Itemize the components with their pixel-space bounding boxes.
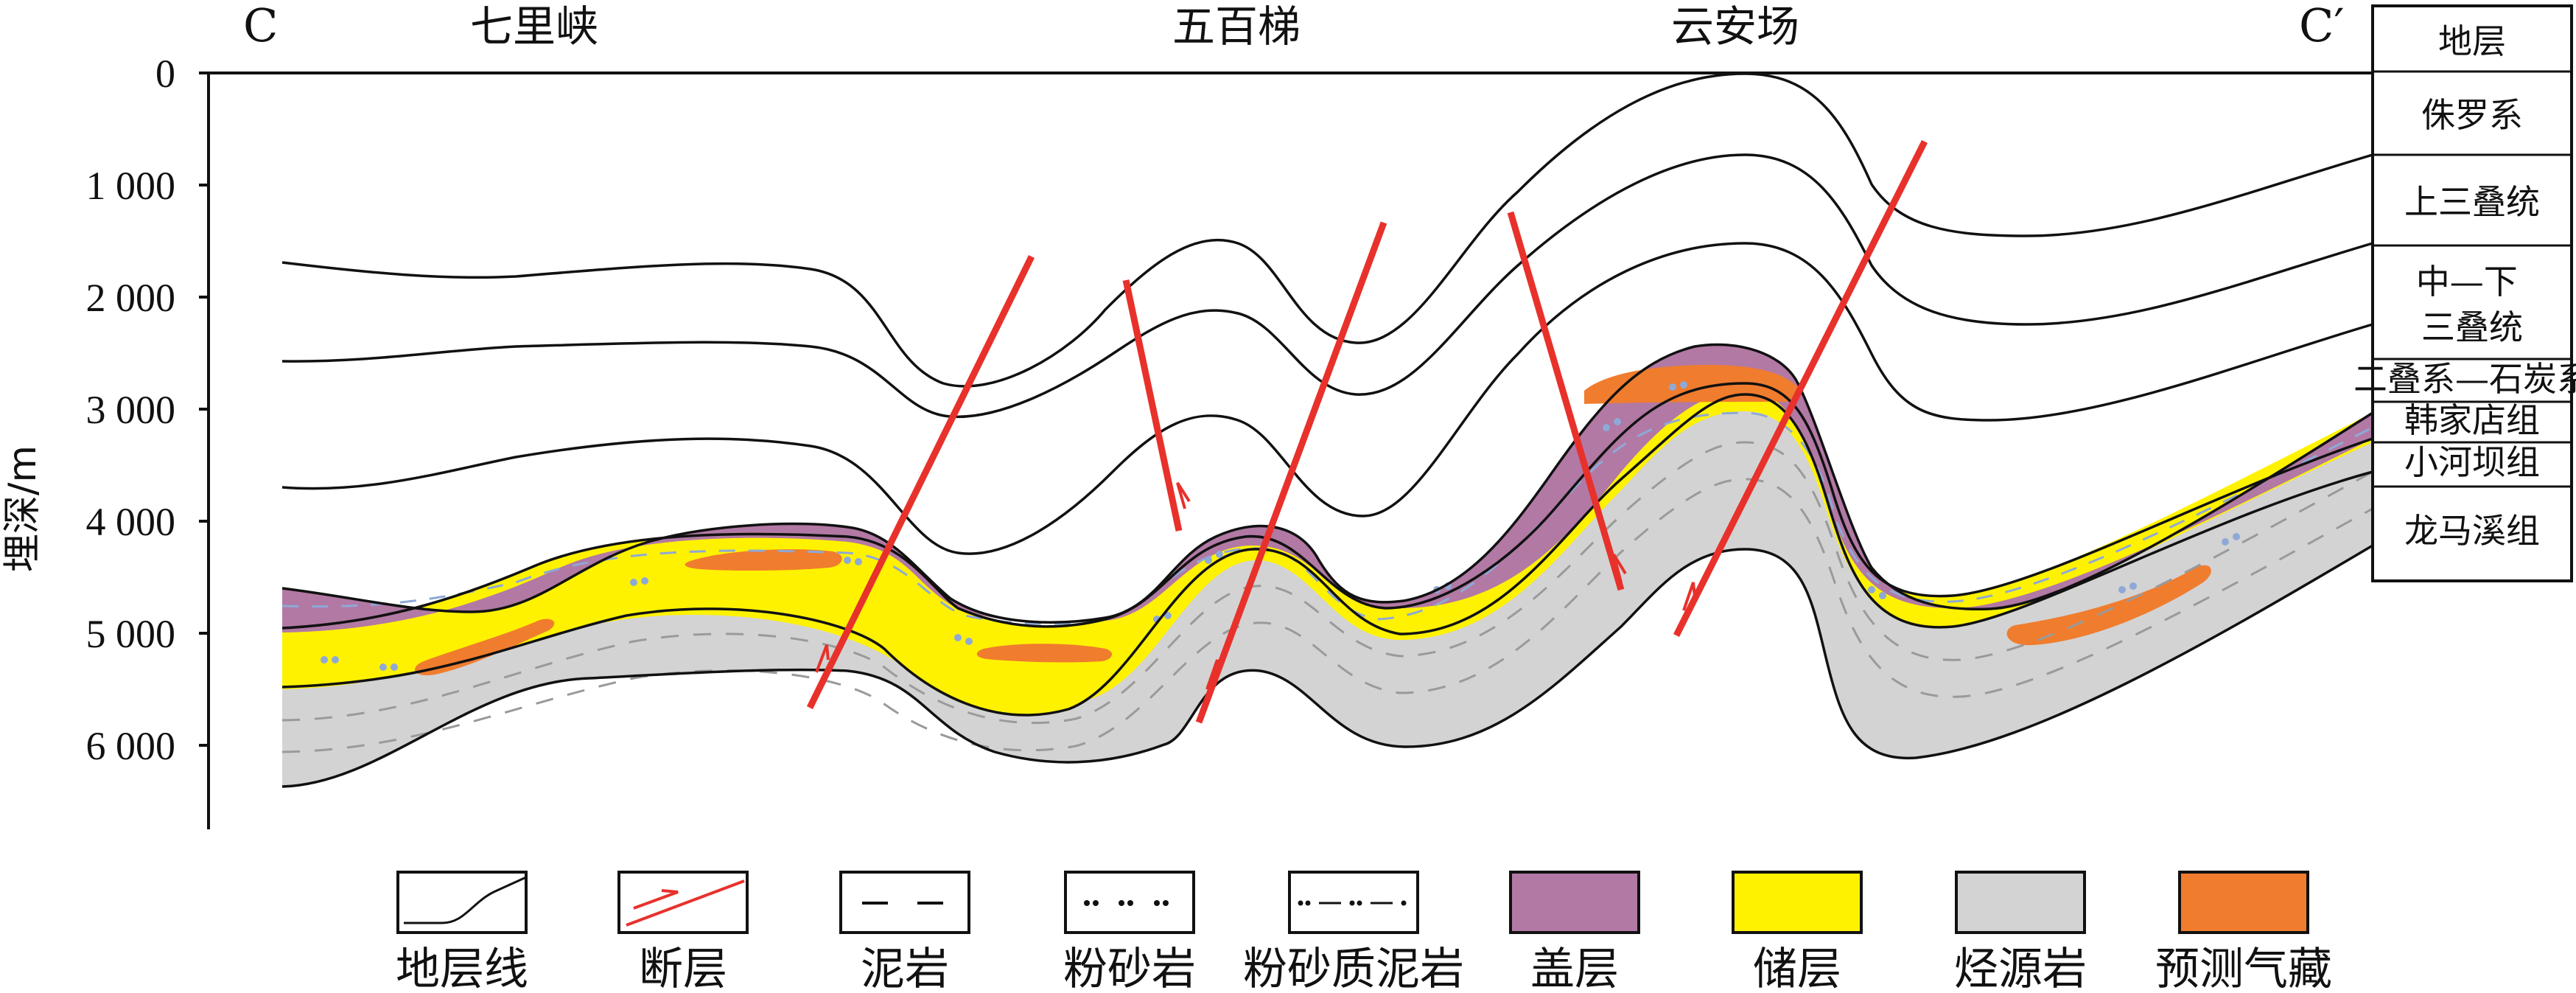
tick-label: 4 000 xyxy=(86,500,176,544)
depth-tick-labels: 0 1 000 2 000 3 000 4 000 5 000 6 000 xyxy=(86,52,176,768)
layer-outlines xyxy=(281,343,2373,788)
fault-line xyxy=(1122,279,1183,532)
place-name: 七里峡 xyxy=(470,1,598,52)
legend-label: 粉砂岩 xyxy=(1063,944,1196,993)
legend: 地层线 断层 泥岩 粉砂岩 粉砂质泥岩 盖层 储层 烃源岩 预测气藏 xyxy=(396,871,2332,993)
place-name: 云安场 xyxy=(1671,1,1799,52)
tick-label: 2 000 xyxy=(86,276,176,320)
legend-label: 断层 xyxy=(639,944,727,993)
legend-label: 盖层 xyxy=(1530,944,1619,993)
legend-swatch-predicted-gas xyxy=(2178,871,2309,934)
legend-swatch-mudstone xyxy=(839,871,970,934)
tick-label: 5 000 xyxy=(86,612,176,656)
strata-header: 地层 xyxy=(2438,21,2506,61)
section-end-label: C′ xyxy=(2299,0,2345,52)
tick-label: 3 000 xyxy=(86,388,176,432)
depth-axis-label: 埋深/m xyxy=(1,445,45,572)
strata-unit: 小河坝组 xyxy=(2404,442,2540,482)
silt-dots xyxy=(321,381,2240,671)
tick-label: 6 000 xyxy=(86,724,176,768)
fault-line xyxy=(1195,221,1387,724)
reservoir-layer-main xyxy=(282,383,2373,708)
place-name: 五百梯 xyxy=(1172,1,1301,52)
legend-swatch-siltstone xyxy=(1064,871,1195,934)
legend-label: 预测气藏 xyxy=(2155,944,2332,993)
gas-reservoir xyxy=(415,619,555,675)
legend-label: 粉砂质泥岩 xyxy=(1243,944,1464,993)
legend-label: 地层线 xyxy=(396,944,528,993)
section-start-label: C xyxy=(243,0,278,52)
legend-swatch-stratum-line xyxy=(396,871,528,934)
legend-swatch-source-rock xyxy=(1955,871,2086,934)
depth-axis xyxy=(199,72,2373,829)
legend-label: 储层 xyxy=(1753,944,1841,993)
strata-unit: 二叠系—石炭系 xyxy=(2353,359,2576,399)
fault-line xyxy=(1673,139,1928,638)
tick-label: 0 xyxy=(155,52,175,96)
legend-label: 泥岩 xyxy=(861,944,949,993)
legend-swatch-silty-mudstone xyxy=(1288,871,1419,934)
legend-swatch-reservoir xyxy=(1732,871,1863,934)
lithology-dashes xyxy=(281,411,2373,625)
strata-unit: 侏罗系 xyxy=(2421,95,2523,135)
fault-line xyxy=(806,255,1035,709)
strata-column: 地层 侏罗系 上三叠统 中—下 三叠统 二叠系—石炭系 韩家店组 小河坝组 龙马… xyxy=(2353,4,2576,582)
strata-unit-multiline: 中—下 三叠统 xyxy=(2416,262,2529,347)
strata-unit: 龙马溪组 xyxy=(2404,511,2540,551)
fault-arrows xyxy=(815,481,1696,690)
legend-label: 烃源岩 xyxy=(1954,944,2087,993)
source-dashes xyxy=(281,441,2373,753)
gas-reservoir xyxy=(2006,565,2211,646)
legend-swatch-fault xyxy=(617,871,749,934)
strata-unit: 上三叠统 xyxy=(2404,182,2540,222)
fault-line xyxy=(1507,211,1625,591)
faults xyxy=(806,139,1928,724)
strata-unit: 韩家店组 xyxy=(2404,400,2540,440)
legend-swatch-cap-rock xyxy=(1509,871,1640,934)
stratum-lines xyxy=(281,72,2373,555)
tick-label: 1 000 xyxy=(86,164,176,208)
gas-reservoir xyxy=(976,644,1113,663)
gas-reservoir xyxy=(685,549,842,571)
